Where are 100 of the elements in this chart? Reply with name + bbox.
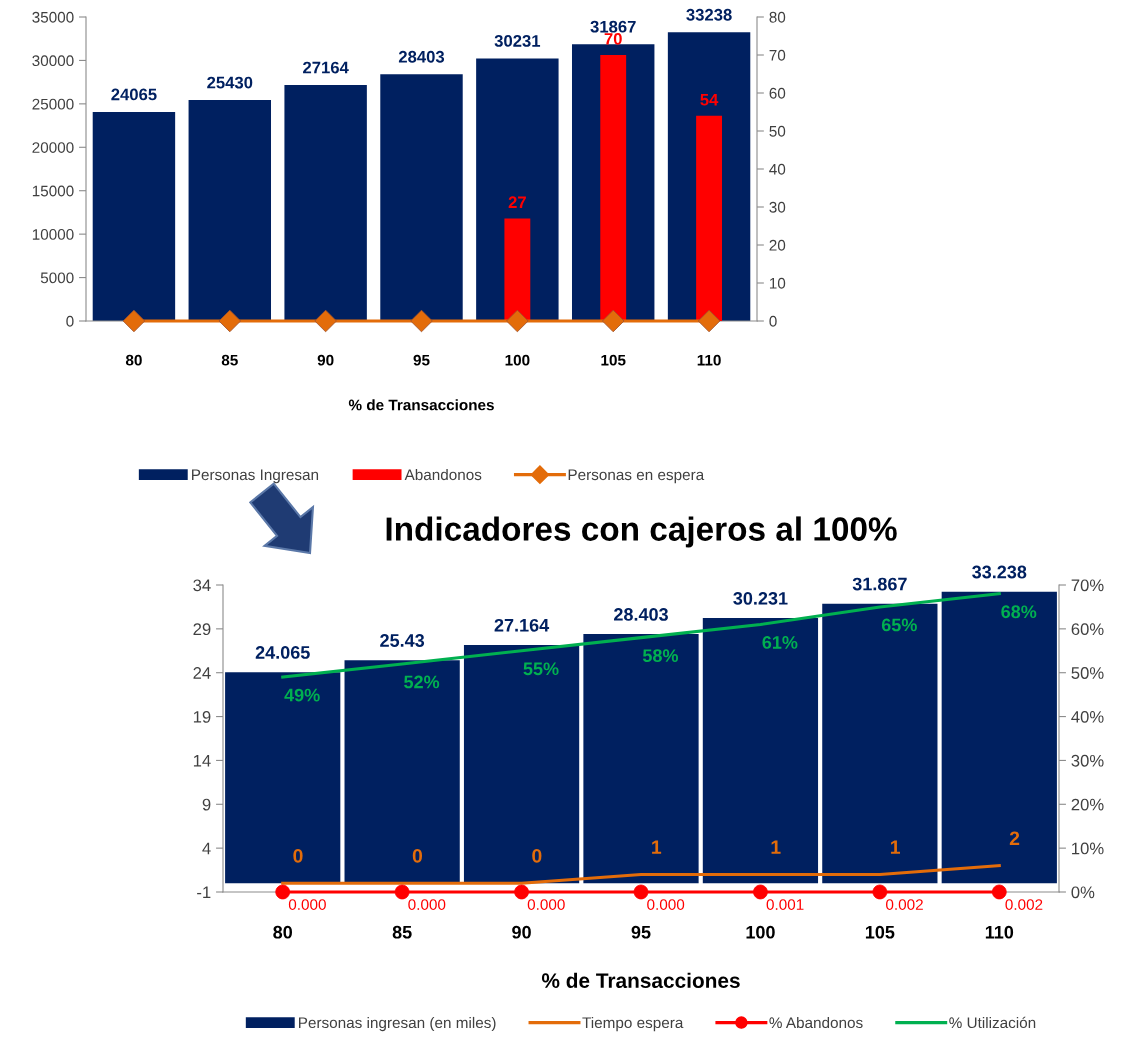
- data-label: 1: [890, 840, 900, 854]
- y-tick-label: 34: [193, 579, 211, 592]
- y-tick-label: 14: [193, 755, 211, 767]
- bar: [583, 634, 699, 884]
- bar: [941, 591, 1057, 884]
- y-tick-label: 35000: [32, 11, 74, 23]
- data-label: 25430: [207, 76, 253, 89]
- data-label: 27.164: [494, 618, 550, 632]
- data-label: 30.231: [733, 591, 788, 605]
- data-label: 33.238: [972, 565, 1027, 579]
- y2-tick-label: 0: [769, 315, 777, 327]
- data-label: 31.867: [852, 577, 907, 591]
- y-tick-label: 19: [193, 710, 211, 723]
- data-label: 0.000: [527, 899, 565, 910]
- bar: [463, 644, 580, 884]
- data-label: 30231: [494, 34, 541, 47]
- x-tick-label: 110: [985, 925, 1014, 939]
- data-label: 0.000: [408, 899, 446, 910]
- x-tick-label: 100: [505, 354, 530, 366]
- data-label: 0.002: [1005, 899, 1043, 910]
- data-label: 25.43: [380, 634, 425, 647]
- data-label: 0.002: [886, 899, 923, 910]
- bar: [188, 100, 271, 321]
- legend-label: % Utilización: [949, 1016, 1036, 1029]
- y-tick-label: -1: [197, 886, 211, 899]
- x-tick-label: 95: [631, 925, 651, 939]
- y2-tick-label: 50: [769, 125, 786, 137]
- data-label: 24.065: [255, 646, 310, 659]
- y2-tick-label: 10: [769, 277, 786, 289]
- data-label: 24065: [111, 88, 157, 101]
- bar: [702, 618, 819, 884]
- y2-tick-label: 80: [769, 11, 786, 23]
- data-label: 0: [532, 848, 542, 863]
- bar: [284, 85, 367, 321]
- y-tick-label: 15000: [32, 185, 74, 197]
- data-label: 52%: [404, 675, 440, 689]
- x-axis-title: % de Transacciones: [348, 399, 494, 411]
- x-tick-label: 85: [221, 354, 238, 366]
- bar: [225, 672, 341, 884]
- data-label: 33238: [686, 8, 732, 21]
- data-label: 1: [652, 840, 662, 854]
- data-label: 68%: [1001, 605, 1037, 619]
- y2-tick-label: 60%: [1071, 623, 1104, 636]
- data-label: 0: [412, 848, 423, 863]
- data-label: 0: [293, 848, 303, 863]
- x-tick-label: 80: [125, 354, 142, 366]
- bar: [92, 111, 176, 321]
- data-label: 58%: [642, 649, 679, 662]
- y-tick-label: 10000: [32, 229, 74, 240]
- x-tick-label: 100: [746, 925, 775, 939]
- legend-label: Abandonos: [404, 468, 482, 481]
- y2-tick-label: 20: [769, 239, 786, 251]
- x-tick-label: 110: [697, 354, 721, 366]
- x-tick-label: 90: [512, 925, 531, 939]
- bar: [822, 603, 938, 884]
- data-label: 28.403: [614, 608, 668, 621]
- x-axis-title: % de Transacciones: [541, 972, 740, 989]
- x-tick-label: 105: [865, 925, 895, 939]
- bar: [380, 74, 463, 321]
- y2-tick-label: 40%: [1071, 710, 1104, 723]
- y-tick-label: 5000: [40, 272, 74, 284]
- y2-tick-label: 70%: [1071, 579, 1104, 592]
- legend-label: Tiempo espera: [582, 1016, 684, 1032]
- chart-title: Indicadores con cajeros al 100%: [386, 516, 897, 548]
- legend-label: Personas ingresan (en miles): [299, 1016, 496, 1032]
- y2-tick-label: 70: [769, 49, 786, 61]
- x-tick-label: 95: [413, 354, 430, 366]
- data-label: 31867: [590, 20, 636, 33]
- data-label: 0.000: [647, 899, 685, 910]
- y-tick-label: 24: [193, 667, 211, 679]
- legend-label: Personas en espera: [568, 469, 705, 484]
- bar: [504, 218, 531, 321]
- y2-tick-label: 20%: [1071, 798, 1104, 811]
- x-tick-label: 80: [273, 925, 293, 939]
- bar: [696, 115, 723, 321]
- x-tick-label: 105: [601, 354, 626, 366]
- y-tick-label: 25000: [32, 98, 74, 110]
- y-tick-label: 4: [202, 842, 211, 855]
- data-label: 27164: [303, 61, 349, 74]
- y2-tick-label: 10%: [1072, 842, 1104, 855]
- data-label: 28403: [398, 50, 445, 63]
- y-tick-label: 30000: [32, 55, 74, 67]
- data-label: 55%: [523, 662, 559, 676]
- y-tick-label: 20000: [32, 142, 74, 153]
- data-label: 27: [508, 196, 526, 208]
- data-label: 70: [604, 32, 622, 45]
- data-label: 65%: [881, 618, 917, 632]
- y2-tick-label: 0%: [1071, 886, 1095, 899]
- data-label: 61%: [762, 636, 798, 649]
- data-label: 0.001: [766, 899, 804, 910]
- data-label: 0.000: [288, 899, 326, 910]
- data-label: 2: [1009, 831, 1020, 845]
- x-tick-label: 85: [392, 925, 412, 939]
- y-tick-label: 9: [202, 798, 211, 811]
- x-tick-label: 90: [317, 354, 334, 366]
- y2-tick-label: 30: [769, 201, 786, 213]
- y2-tick-label: 40: [769, 163, 786, 175]
- y-tick-label: 0: [66, 315, 74, 327]
- y2-tick-label: 30%: [1071, 754, 1104, 767]
- data-label: 49%: [284, 688, 320, 702]
